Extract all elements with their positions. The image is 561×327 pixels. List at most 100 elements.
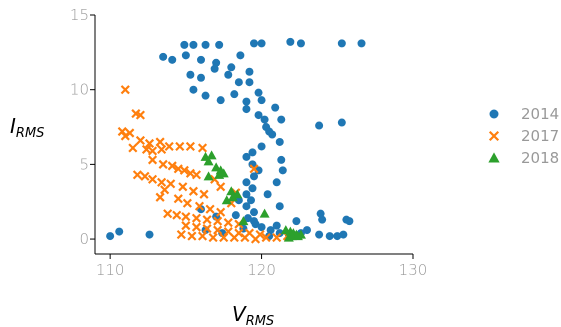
point-2017-62 (250, 234, 261, 244)
point-2014-48 (242, 190, 251, 199)
point-2018-1 (206, 150, 217, 160)
point-2018-18 (283, 232, 294, 242)
point-2014-18 (296, 39, 305, 48)
point-2014-78 (292, 217, 301, 226)
x-tick-label-120: 120 (247, 261, 276, 279)
point-2017-6 (135, 135, 146, 146)
y-axis-title-main: I (10, 114, 16, 138)
point-2014-87 (277, 115, 286, 124)
point-2014-28 (189, 85, 198, 94)
point-2017-12 (157, 144, 167, 155)
point-2014-42 (242, 152, 251, 161)
point-2014-47 (248, 184, 257, 193)
point-2017-70 (216, 182, 226, 192)
legend-marker-2018 (488, 152, 500, 163)
point-2014-31 (230, 90, 239, 99)
legend: 2014 2017 2018 (488, 105, 559, 167)
point-2014-16 (257, 39, 266, 48)
point-2014-85 (337, 118, 346, 127)
point-2017-34 (173, 194, 183, 204)
y-tick-label-15: 15 (70, 6, 89, 24)
point-2017-17 (147, 155, 158, 165)
point-2014-88 (265, 127, 274, 136)
point-2014-80 (263, 190, 272, 199)
point-2014-39 (275, 137, 284, 146)
point-2017-27 (157, 177, 167, 187)
point-2017-32 (160, 185, 170, 195)
point-2014-2 (145, 230, 154, 239)
point-2014-75 (345, 217, 354, 226)
point-2018-6 (203, 171, 214, 181)
point-2014-7 (212, 58, 221, 67)
point-2014-8 (227, 63, 236, 72)
point-2014-32 (242, 97, 251, 106)
point-2014-79 (275, 202, 284, 211)
point-2014-86 (271, 103, 280, 112)
point-2018-21 (238, 216, 249, 226)
point-2017-7 (144, 138, 155, 149)
point-2014-23 (210, 64, 219, 73)
x-tick-label-110: 110 (96, 261, 125, 279)
point-2014-20 (337, 39, 346, 48)
point-2014-25 (234, 78, 243, 87)
point-2014-55 (266, 226, 275, 235)
x-axis-title-main: V (232, 302, 247, 326)
point-2014-61 (250, 217, 258, 226)
point-2014-22 (197, 73, 205, 82)
point-2017-63 (261, 232, 271, 243)
point-2017-0 (120, 85, 130, 95)
point-2014-11 (180, 40, 189, 49)
y-tick-label-0: 0 (79, 230, 89, 248)
point-2017-26 (147, 174, 158, 184)
point-2017-33 (155, 192, 165, 202)
point-2014-35 (254, 111, 263, 120)
point-2017-50 (213, 225, 223, 235)
point-2014-83 (272, 178, 281, 187)
point-2014-45 (250, 172, 258, 181)
point-2014-1 (115, 227, 124, 236)
point-2014-81 (278, 166, 287, 175)
x-tick-label-130: 130 (399, 261, 428, 279)
point-2017-48 (191, 222, 202, 232)
point-2017-37 (205, 204, 215, 214)
point-2017-9 (128, 143, 138, 153)
point-2017-14 (175, 141, 185, 152)
point-2014-40 (257, 142, 266, 151)
point-2017-11 (147, 146, 158, 156)
point-2017-60 (229, 232, 239, 243)
point-2017-64 (272, 232, 282, 243)
point-2017-49 (202, 224, 212, 234)
point-2014-12 (189, 40, 198, 49)
point-2014-51 (250, 208, 258, 217)
point-2014-76 (339, 230, 348, 239)
point-2014-52 (243, 214, 252, 223)
legend-label-2018: 2018 (521, 149, 559, 167)
point-2014-67 (272, 221, 281, 230)
point-2014-26 (245, 78, 254, 87)
point-2017-59 (219, 232, 229, 243)
point-2017-8 (155, 137, 165, 147)
point-2017-16 (197, 143, 208, 153)
point-2014-15 (250, 39, 258, 48)
legend-label-2017: 2017 (521, 127, 559, 145)
point-2014-4 (168, 55, 177, 64)
point-2014-10 (245, 67, 254, 76)
point-2014-50 (242, 202, 251, 211)
point-2017-61 (240, 232, 250, 243)
ticks: 110 120 130 0 5 10 15 (70, 6, 427, 279)
point-2014-29 (201, 91, 210, 100)
point-2018-20 (259, 208, 270, 218)
point-2014-69 (303, 226, 311, 235)
y-tick-label-5: 5 (79, 155, 89, 173)
point-2017-58 (208, 232, 218, 243)
point-2014-13 (201, 40, 210, 49)
y-tick-label-10: 10 (70, 81, 89, 99)
point-2014-73 (333, 232, 342, 241)
point-2014-9 (236, 51, 245, 60)
point-2017-38 (216, 207, 226, 217)
point-2017-2 (135, 110, 146, 120)
point-2018-2 (203, 156, 214, 166)
point-2017-31 (199, 189, 209, 199)
point-2017-35 (182, 198, 192, 208)
